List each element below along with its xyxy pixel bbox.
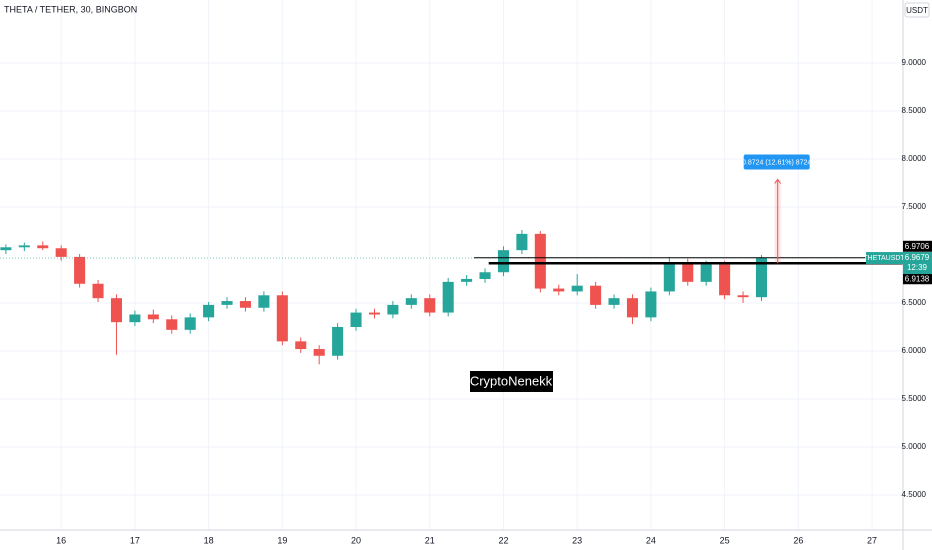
candle-body bbox=[497, 250, 509, 273]
candle-body bbox=[239, 301, 251, 308]
currency-box[interactable] bbox=[904, 2, 930, 18]
candle-body bbox=[534, 233, 546, 289]
x-tick-label: 19 bbox=[277, 535, 287, 545]
y-tick-label: 6.0000 bbox=[902, 346, 927, 355]
currency: USDT bbox=[906, 6, 928, 15]
candle-body bbox=[184, 317, 196, 330]
candle-body bbox=[461, 278, 473, 282]
candle-body bbox=[405, 298, 417, 305]
x-tick-label: 27 bbox=[867, 535, 877, 545]
y-tick-label: 7.5000 bbox=[902, 202, 927, 211]
candle-body bbox=[553, 288, 565, 292]
watermark: CryptoNenekk bbox=[470, 373, 553, 388]
candle-body bbox=[92, 283, 104, 299]
watermark-box bbox=[470, 371, 553, 392]
x-tick-label: 22 bbox=[498, 535, 508, 545]
candle-body bbox=[0, 247, 12, 251]
candle-body bbox=[442, 281, 454, 313]
x-tick-label: 26 bbox=[793, 535, 803, 545]
candle-body bbox=[516, 233, 528, 251]
candle-body bbox=[590, 285, 602, 305]
symbol-label: THETAUSDT bbox=[863, 255, 905, 262]
candle-body bbox=[626, 298, 638, 318]
candle-body bbox=[645, 291, 657, 318]
x-tick-label: 16 bbox=[56, 535, 66, 545]
candle-body bbox=[313, 349, 325, 356]
candle-body bbox=[55, 248, 67, 257]
candle-body bbox=[387, 304, 399, 315]
x-tick-label: 18 bbox=[204, 535, 214, 545]
y-tick-label: 8.0000 bbox=[902, 154, 927, 163]
candle-body bbox=[221, 301, 233, 305]
level-label: 6.9706 bbox=[905, 242, 930, 251]
candle-body bbox=[74, 256, 86, 284]
candle-body bbox=[571, 285, 583, 292]
measure-arrowhead bbox=[774, 178, 782, 184]
candle-body bbox=[719, 264, 731, 296]
price-label: 6.9679 bbox=[905, 253, 930, 262]
level-label: 6.9138 bbox=[905, 274, 930, 283]
candle-body bbox=[368, 312, 380, 315]
candle-body bbox=[147, 314, 159, 320]
candle-body bbox=[18, 245, 30, 248]
x-tick-label: 20 bbox=[351, 535, 361, 545]
y-tick-label: 9.0000 bbox=[902, 58, 927, 67]
measure-label-box bbox=[743, 154, 810, 170]
chart-title: THETA / TETHER, 30, BINGBON bbox=[4, 4, 137, 14]
x-tick-label: 24 bbox=[646, 535, 656, 545]
candle-body bbox=[332, 326, 344, 356]
level-label-box bbox=[903, 273, 932, 285]
x-tick-label: 25 bbox=[720, 535, 730, 545]
candle-body bbox=[276, 295, 288, 342]
candle-body bbox=[203, 304, 215, 318]
candle-body bbox=[663, 262, 675, 292]
candle-body bbox=[295, 341, 307, 350]
candle-body bbox=[700, 264, 712, 282]
countdown-label: 12:39 bbox=[907, 263, 928, 272]
x-tick-label: 17 bbox=[130, 535, 140, 545]
candle-body bbox=[129, 314, 141, 323]
y-tick-label: 4.5000 bbox=[902, 490, 927, 499]
candle-body bbox=[755, 257, 767, 298]
candle-body bbox=[737, 295, 749, 298]
y-tick-label: 8.5000 bbox=[902, 106, 927, 115]
candle-body bbox=[682, 262, 694, 282]
candle-body bbox=[166, 319, 178, 330]
level-label-box bbox=[903, 240, 932, 252]
candle-body bbox=[608, 298, 620, 305]
candle-body bbox=[110, 298, 122, 323]
candle-body bbox=[479, 272, 491, 279]
x-tick-label: 23 bbox=[572, 535, 582, 545]
x-tick-label: 21 bbox=[425, 535, 435, 545]
y-tick-label: 6.5000 bbox=[902, 298, 927, 307]
candle-body bbox=[424, 298, 436, 313]
candle-body bbox=[37, 245, 49, 249]
measure-label: 0.8724 (12.61%) 8724 bbox=[742, 159, 811, 166]
symbol-box bbox=[866, 252, 903, 265]
candle-body bbox=[350, 312, 362, 327]
y-tick-label: 5.0000 bbox=[902, 442, 927, 451]
candle-body bbox=[258, 295, 270, 308]
price-box bbox=[903, 252, 932, 275]
y-tick-label: 5.5000 bbox=[902, 394, 927, 403]
